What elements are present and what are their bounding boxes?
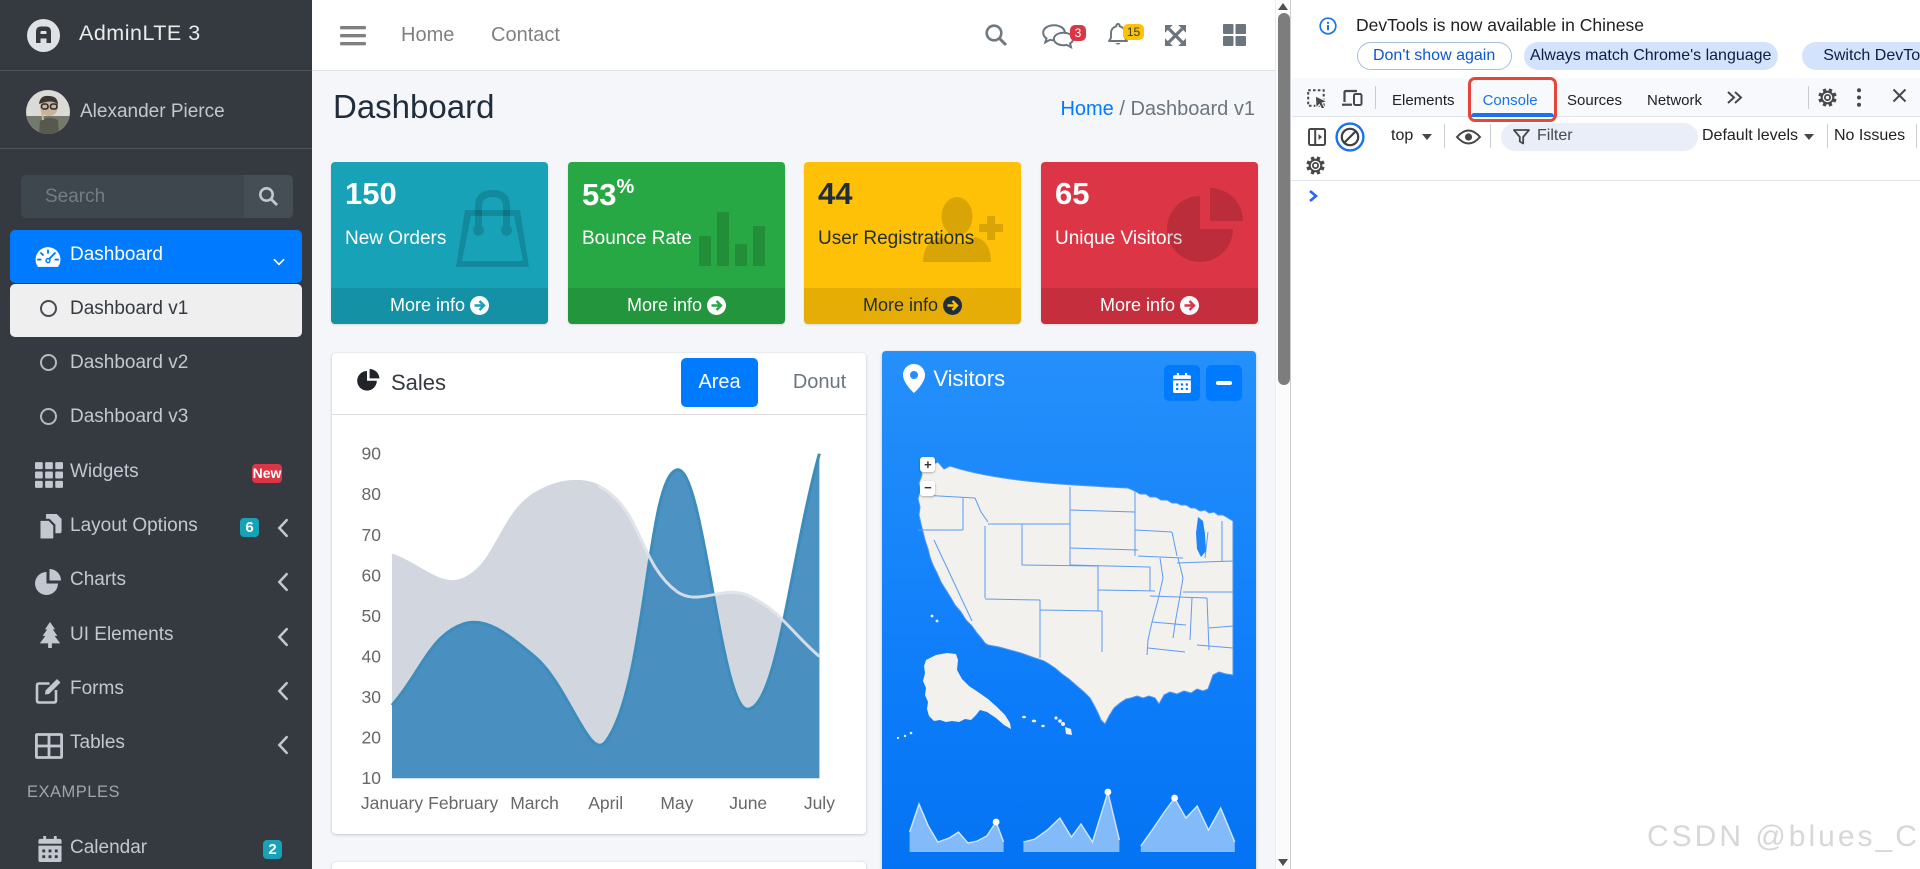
svg-text:50: 50 [362,606,382,626]
svg-text:90: 90 [362,444,382,464]
svg-text:70: 70 [362,525,382,545]
svg-text:20: 20 [362,728,382,748]
svg-text:10: 10 [362,768,382,788]
svg-text:May: May [660,793,693,813]
svg-text:April: April [588,793,623,813]
svg-text:March: March [510,793,559,813]
svg-text:January: January [361,793,424,813]
svg-text:June: June [729,793,767,813]
svg-text:30: 30 [362,687,382,707]
svg-text:40: 40 [362,647,382,667]
svg-text:February: February [428,793,498,813]
svg-text:July: July [804,793,835,813]
svg-text:80: 80 [362,484,382,504]
svg-text:60: 60 [362,565,382,585]
